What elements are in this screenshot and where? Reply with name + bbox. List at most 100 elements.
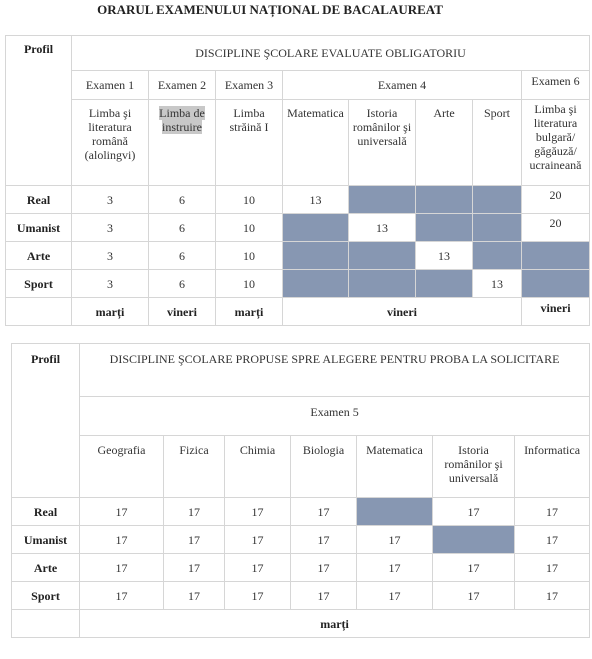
shaded-cell [472, 241, 522, 270]
subject-math: Matematica [356, 435, 433, 498]
exam-6-header: Examen 6 [520, 70, 591, 100]
shaded-cell [356, 497, 433, 526]
exam-5-header: Examen 5 [78, 396, 591, 436]
shaded-cell [472, 213, 522, 242]
subject-foreign-language: Limba străină I [215, 99, 283, 186]
profile-sport: Sport [11, 581, 80, 610]
subject-informatics: Informatica [513, 435, 591, 498]
score-cell: 17 [356, 525, 433, 554]
shaded-cell [282, 241, 349, 270]
score-cell: 17 [513, 553, 591, 582]
score-cell: 6 [148, 241, 216, 270]
score-cell: 6 [148, 269, 216, 298]
score-cell: 17 [163, 581, 225, 610]
subject-chemistry: Chimia [224, 435, 291, 498]
subject-instruction-language: Limba de instruire [148, 99, 216, 186]
shaded-cell [432, 525, 515, 554]
table-row: Arte 3 6 10 13 [5, 241, 591, 270]
score-cell: 20 [520, 213, 591, 242]
shaded-cell [520, 269, 591, 298]
subject-arts: Arte [415, 99, 473, 186]
score-cell: 3 [71, 213, 149, 242]
day-exam-5: marți [78, 609, 591, 638]
profile-umanist: Umanist [11, 525, 80, 554]
subject-romanian-literature: Limba şi literatura română (alolingvi) [71, 99, 149, 186]
score-cell: 13 [472, 269, 522, 298]
score-cell: 17 [79, 525, 164, 554]
shaded-cell [282, 213, 349, 242]
day-exam-3: marți [215, 297, 283, 326]
subject-math: Matematica [282, 99, 349, 186]
score-cell: 17 [79, 497, 164, 526]
subject-sport: Sport [472, 99, 522, 186]
day-row: marți vineri marți vineri vineri [5, 297, 591, 326]
shaded-cell [472, 185, 522, 214]
shaded-cell [520, 241, 591, 270]
score-cell: 17 [79, 553, 164, 582]
score-cell: 17 [163, 525, 225, 554]
profil-header: Profil [5, 35, 72, 186]
score-cell: 17 [513, 525, 591, 554]
score-cell: 17 [224, 497, 291, 526]
shaded-cell [415, 185, 473, 214]
empty-cell [11, 609, 80, 638]
score-cell: 17 [163, 497, 225, 526]
table-row: Arte 17 17 17 17 17 17 17 [11, 553, 591, 582]
score-cell: 17 [79, 581, 164, 610]
score-cell: 17 [163, 553, 225, 582]
profile-arte: Arte [11, 553, 80, 582]
shaded-cell [348, 241, 416, 270]
table-row: Umanist 17 17 17 17 17 17 [11, 525, 591, 554]
day-exam-4: vineri [282, 297, 522, 326]
profile-sport: Sport [5, 269, 72, 298]
day-exam-2: vineri [148, 297, 216, 326]
score-cell: 20 [520, 185, 591, 214]
table-row: Real 17 17 17 17 17 17 [11, 497, 591, 526]
score-cell: 6 [148, 185, 216, 214]
score-cell: 3 [71, 241, 149, 270]
score-cell: 17 [224, 525, 291, 554]
score-cell: 10 [215, 269, 283, 298]
day-exam-1: marți [71, 297, 149, 326]
score-cell: 13 [415, 241, 473, 270]
subject-minority-literature: Limba şi literatura bulgară/ găgăuză/ uc… [520, 99, 591, 186]
score-cell: 17 [432, 553, 515, 582]
profile-real: Real [11, 497, 80, 526]
page-title: ORARUL EXAMENULUI NAȚIONAL DE BACALAUREA… [97, 2, 443, 17]
shaded-cell [348, 269, 416, 298]
table-row: Sport 17 17 17 17 17 17 17 [11, 581, 591, 610]
empty-cell [5, 297, 72, 326]
subject-biology: Biologia [290, 435, 357, 498]
score-cell: 17 [432, 497, 515, 526]
score-cell: 17 [356, 581, 433, 610]
day-exam-6: vineri [520, 297, 591, 326]
shaded-cell [348, 185, 416, 214]
score-cell: 10 [215, 241, 283, 270]
optional-heading: DISCIPLINE ŞCOLARE PROPUSE SPRE ALEGERE … [78, 343, 591, 397]
score-cell: 17 [224, 581, 291, 610]
subject-physics: Fizica [163, 435, 225, 498]
subject-history: Istoria românilor şi universală [432, 435, 515, 498]
exam-1-header: Examen 1 [71, 70, 149, 100]
table-row: Umanist 3 6 10 13 20 [5, 213, 591, 242]
profil-header: Profil [11, 343, 80, 498]
exam-4-header: Examen 4 [282, 70, 522, 100]
score-cell: 17 [513, 581, 591, 610]
score-cell: 17 [356, 553, 433, 582]
profile-arte: Arte [5, 241, 72, 270]
score-cell: 17 [290, 497, 357, 526]
table-row: Real 3 6 10 13 20 [5, 185, 591, 214]
score-cell: 17 [290, 581, 357, 610]
table-row: Sport 3 6 10 13 [5, 269, 591, 298]
score-cell: 13 [348, 213, 416, 242]
score-cell: 13 [282, 185, 349, 214]
profile-real: Real [5, 185, 72, 214]
exam-3-header: Examen 3 [215, 70, 283, 100]
shaded-cell [415, 269, 473, 298]
score-cell: 17 [290, 525, 357, 554]
shaded-cell [282, 269, 349, 298]
shaded-cell [415, 213, 473, 242]
score-cell: 17 [224, 553, 291, 582]
score-cell: 3 [71, 185, 149, 214]
score-cell: 17 [513, 497, 591, 526]
